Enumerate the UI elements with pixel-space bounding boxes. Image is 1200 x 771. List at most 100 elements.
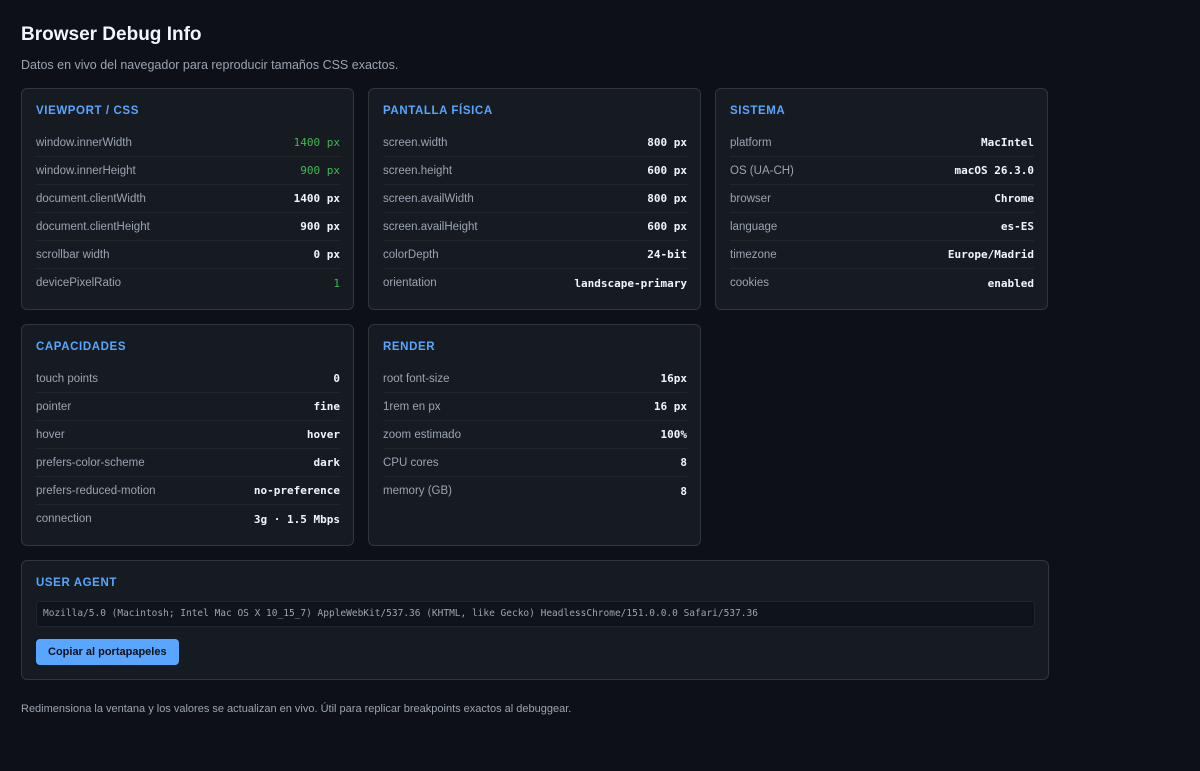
info-label: touch points [36, 372, 99, 385]
info-label: scrollbar width [36, 248, 110, 261]
info-label: CPU cores [383, 456, 439, 469]
info-label: language [730, 220, 778, 233]
info-value: 0 [333, 372, 340, 385]
copy-to-clipboard-button[interactable]: Copiar al portapapeles [36, 639, 179, 665]
page-title: Browser Debug Info [21, 24, 202, 45]
card-title: USER AGENT [36, 577, 117, 589]
info-row: browser Chrome [730, 185, 1034, 213]
info-value: 1 [333, 276, 340, 290]
info-value: no-preference [253, 484, 340, 497]
info-label: OS (UA-CH) [730, 164, 794, 177]
card-title: VIEWPORT / CSS [36, 105, 139, 117]
info-value: Europe/Madrid [947, 248, 1034, 261]
card-viewport: VIEWPORT / CSS window.innerWidth 1400 px w… [21, 88, 354, 310]
info-value: 1400 px [293, 192, 340, 205]
card-title: CAPACIDADES [36, 341, 127, 353]
card-title: PANTALLA FÍSICA [383, 105, 493, 117]
info-label: timezone [730, 248, 777, 261]
info-label: screen.width [383, 136, 448, 149]
info-value: dark [313, 456, 341, 469]
card-rows: touch points 0 pointer fine hover hover prefer… [36, 365, 340, 533]
info-row: zoom estimado 100% [383, 421, 687, 449]
info-value: 800 px [647, 192, 687, 205]
footer-note: Redimensiona la ventana y los valores se… [21, 703, 572, 715]
card-render: RENDER root font-size 16px 1rem en px 16 px… [368, 324, 701, 546]
info-value: 24-bit [647, 248, 687, 261]
info-row: CPU cores 8 [383, 449, 687, 477]
card-rows: root font-size 16px 1rem en px 16 px zoom es… [383, 365, 687, 505]
info-label: connection [36, 513, 92, 525]
info-value: 8 [680, 484, 687, 498]
info-row: pointer fine [36, 393, 340, 421]
info-value: 900 px [300, 164, 340, 177]
info-row: orientation landscape-primary [383, 269, 687, 297]
info-label: browser [730, 192, 771, 205]
page-subtitle: Datos en vivo del navegador para reprodu… [21, 58, 399, 72]
card-title: SISTEMA [730, 105, 786, 117]
info-label: root font-size [383, 372, 450, 385]
info-value: 800 px [647, 136, 687, 149]
info-label: platform [730, 136, 772, 149]
card-rows: screen.width 800 px screen.height 600 px scr… [383, 129, 687, 297]
info-label: hover [36, 428, 65, 441]
info-value: Chrome [994, 192, 1034, 205]
info-row: screen.availWidth 800 px [383, 185, 687, 213]
info-value: 600 px [647, 164, 687, 177]
info-value: 600 px [647, 220, 687, 233]
user-agent-string[interactable]: Mozilla/5.0 (Macintosh; Intel Mac OS X 1… [36, 601, 1035, 627]
info-grid: VIEWPORT / CSS window.innerWidth 1400 px w… [21, 88, 1049, 546]
info-value: 900 px [300, 220, 340, 233]
info-label: devicePixelRatio [36, 277, 122, 289]
info-label: colorDepth [383, 248, 439, 261]
info-value: 8 [680, 456, 687, 469]
info-label: window.innerWidth [36, 136, 132, 149]
info-value: hover [306, 428, 340, 441]
info-value: 0 px [313, 248, 341, 261]
info-row: screen.availHeight 600 px [383, 213, 687, 241]
card-title: RENDER [383, 341, 436, 353]
info-row: memory (GB) 8 [383, 477, 687, 505]
info-label: prefers-reduced-motion [36, 484, 156, 497]
info-row: screen.width 800 px [383, 129, 687, 157]
card-user-agent: USER AGENT Mozilla/5.0 (Macintosh; Intel… [21, 560, 1049, 680]
info-row: 1rem en px 16 px [383, 393, 687, 421]
info-row: window.innerWidth 1400 px [36, 129, 340, 157]
info-row: prefers-color-scheme dark [36, 449, 340, 477]
info-value: enabled [987, 276, 1034, 290]
info-value: macOS 26.3.0 [954, 164, 1034, 177]
info-label: document.clientHeight [36, 220, 150, 233]
card-rows: window.innerWidth 1400 px window.innerHeig… [36, 129, 340, 297]
info-row: devicePixelRatio 1 [36, 269, 340, 297]
info-label: memory (GB) [383, 485, 452, 497]
info-row: language es-ES [730, 213, 1034, 241]
info-row: root font-size 16px [383, 365, 687, 393]
info-label: cookies [730, 277, 769, 289]
info-label: prefers-color-scheme [36, 456, 145, 469]
info-label: 1rem en px [383, 400, 441, 413]
card-system: SISTEMA platform MacIntel OS (UA-CH) macOS … [715, 88, 1048, 310]
info-value: 16 px [653, 400, 687, 413]
info-label: screen.availWidth [383, 192, 474, 205]
info-row: colorDepth 24-bit [383, 241, 687, 269]
info-label: screen.height [383, 164, 453, 177]
info-row: hover hover [36, 421, 340, 449]
info-row: window.innerHeight 900 px [36, 157, 340, 185]
info-label: document.clientWidth [36, 192, 146, 205]
debug-page: Browser Debug Info Datos en vivo del nav… [21, 22, 1049, 717]
info-row: document.clientHeight 900 px [36, 213, 340, 241]
info-value: 1400 px [293, 136, 340, 149]
info-row: OS (UA-CH) macOS 26.3.0 [730, 157, 1034, 185]
info-row: prefers-reduced-motion no-preference [36, 477, 340, 505]
info-row: touch points 0 [36, 365, 340, 393]
info-value: fine [313, 400, 341, 413]
info-label: pointer [36, 400, 72, 413]
info-row: cookies enabled [730, 269, 1034, 297]
info-value: 3g · 1.5 Mbps [253, 512, 340, 526]
info-label: screen.availHeight [383, 220, 478, 233]
info-value: 16px [660, 372, 688, 385]
info-value: es-ES [1000, 220, 1034, 233]
info-label: window.innerHeight [36, 164, 136, 177]
info-row: timezone Europe/Madrid [730, 241, 1034, 269]
info-value: MacIntel [981, 136, 1034, 149]
card-capabilities: CAPACIDADES touch points 0 pointer fine hove… [21, 324, 354, 546]
